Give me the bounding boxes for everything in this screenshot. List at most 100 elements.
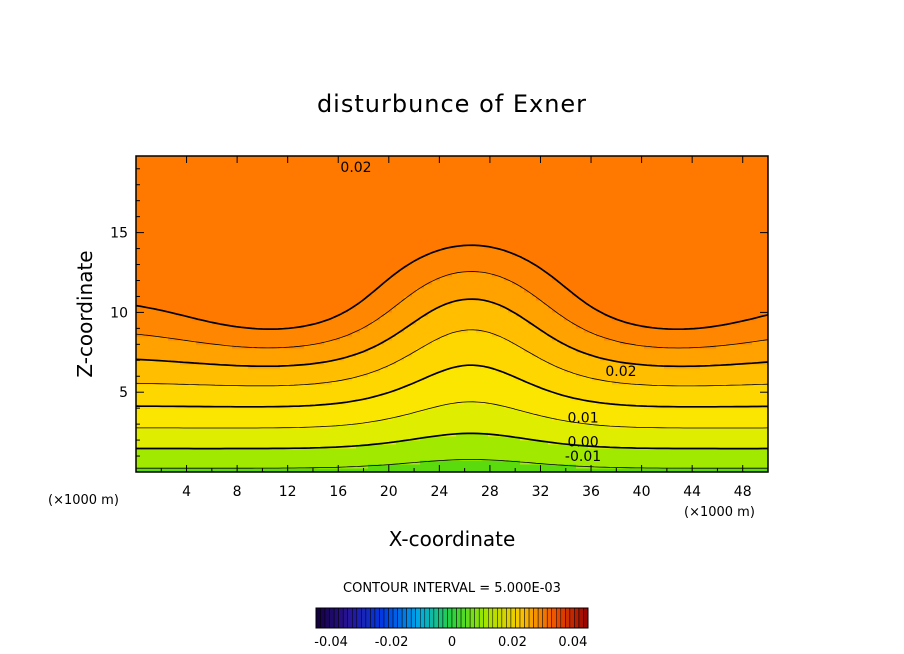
contour-cell bbox=[180, 464, 185, 469]
contour-cell bbox=[716, 468, 721, 472]
contour-cell bbox=[344, 452, 349, 457]
contour-cell bbox=[652, 348, 657, 353]
contour-cell bbox=[364, 392, 369, 397]
contour-cell bbox=[520, 452, 525, 457]
contour-cell bbox=[324, 404, 329, 409]
contour-cell bbox=[540, 468, 545, 472]
contour-cell bbox=[672, 360, 677, 365]
contour-cell bbox=[620, 368, 625, 373]
contour-cell bbox=[168, 380, 173, 385]
contour-cell bbox=[332, 440, 337, 445]
contour-cell bbox=[700, 372, 705, 377]
contour-cell bbox=[320, 356, 325, 361]
contour-cell bbox=[156, 428, 161, 433]
contour-cell bbox=[196, 436, 201, 441]
contour-cell bbox=[604, 364, 609, 369]
contour-cell bbox=[284, 452, 289, 457]
contour-cell bbox=[264, 468, 269, 472]
contour-cell bbox=[304, 396, 309, 401]
contour-cell bbox=[640, 444, 645, 449]
contour-cell bbox=[336, 432, 341, 437]
contour-cell bbox=[384, 460, 389, 465]
contour-cell bbox=[400, 440, 405, 445]
contour-cell bbox=[144, 364, 149, 369]
contour-cell bbox=[484, 360, 489, 365]
contour-cell bbox=[720, 456, 725, 461]
contour-cell bbox=[172, 348, 177, 353]
contour-cell bbox=[560, 380, 565, 385]
contour-cell bbox=[400, 364, 405, 369]
contour-cell bbox=[616, 400, 621, 405]
contour-cell bbox=[312, 424, 317, 429]
contour-cell bbox=[520, 356, 525, 361]
contour-cell bbox=[616, 432, 621, 437]
contour-cell bbox=[276, 440, 281, 445]
contour-cell bbox=[216, 452, 221, 457]
contour-cell bbox=[516, 384, 521, 389]
contour-cell bbox=[692, 416, 697, 421]
contour-cell bbox=[176, 368, 181, 373]
contour-cell bbox=[720, 388, 725, 393]
contour-cell bbox=[396, 440, 401, 445]
contour-cell bbox=[540, 440, 545, 445]
contour-cell bbox=[408, 468, 413, 472]
contour-cell bbox=[204, 348, 209, 353]
contour-cell bbox=[620, 384, 625, 389]
contour-cell bbox=[756, 444, 761, 449]
contour-cell bbox=[268, 448, 273, 453]
contour-cell bbox=[732, 360, 737, 365]
contour-cell bbox=[268, 460, 273, 465]
contour-cell bbox=[636, 412, 641, 417]
contour-cell bbox=[412, 412, 417, 417]
contour-cell bbox=[656, 456, 661, 461]
contour-cell bbox=[512, 416, 517, 421]
contour-cell bbox=[640, 360, 645, 365]
contour-cell bbox=[580, 384, 585, 389]
contour-cell bbox=[264, 400, 269, 405]
contour-cell bbox=[372, 464, 377, 469]
contour-cell bbox=[440, 464, 445, 469]
contour-cell bbox=[576, 456, 581, 461]
contour-cell bbox=[448, 368, 453, 373]
contour-cell bbox=[356, 384, 361, 389]
contour-cell bbox=[744, 384, 749, 389]
contour-cell bbox=[656, 376, 661, 381]
contour-cell bbox=[528, 428, 533, 433]
contour-cell bbox=[320, 452, 325, 457]
contour-cell bbox=[172, 364, 177, 369]
contour-cell bbox=[420, 452, 425, 457]
contour-cell bbox=[352, 388, 357, 393]
contour-cell bbox=[572, 460, 577, 465]
contour-cell bbox=[752, 384, 757, 389]
contour-cell bbox=[644, 348, 649, 353]
contour-cell bbox=[148, 436, 153, 441]
contour-cell bbox=[472, 372, 477, 377]
contour-cell bbox=[456, 376, 461, 381]
contour-cell bbox=[448, 376, 453, 381]
contour-cell bbox=[164, 412, 169, 417]
contour-cell bbox=[212, 344, 217, 349]
contour-cell bbox=[688, 416, 693, 421]
contour-cell bbox=[504, 464, 509, 469]
contour-cell bbox=[344, 388, 349, 393]
contour-cell bbox=[192, 392, 197, 397]
contour-cell bbox=[352, 392, 357, 397]
contour-cell bbox=[388, 372, 393, 377]
contour-cell bbox=[440, 460, 445, 465]
contour-cell bbox=[640, 424, 645, 429]
contour-cell bbox=[424, 396, 429, 401]
contour-cell bbox=[236, 400, 241, 405]
contour-cell bbox=[668, 432, 673, 437]
contour-cell bbox=[628, 384, 633, 389]
contour-cell bbox=[672, 376, 677, 381]
contour-cell bbox=[676, 376, 681, 381]
contour-cell bbox=[740, 460, 745, 465]
contour-cell bbox=[312, 396, 317, 401]
contour-cell bbox=[600, 352, 605, 357]
contour-cell bbox=[540, 396, 545, 401]
contour-cell bbox=[732, 424, 737, 429]
contour-cell bbox=[272, 452, 277, 457]
contour-cell bbox=[596, 360, 601, 365]
contour-cell bbox=[404, 436, 409, 441]
contour-cell bbox=[396, 380, 401, 385]
